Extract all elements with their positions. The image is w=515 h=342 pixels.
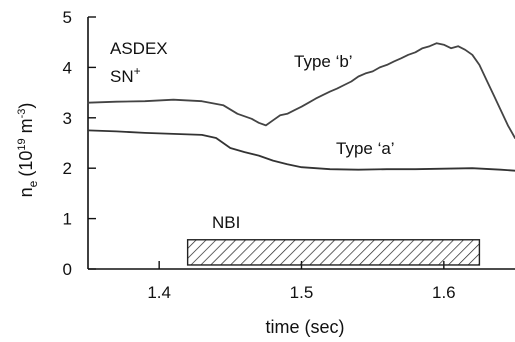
plot-area: 0 1 2 3 4 5 1.4 1.5 1.6 (63, 8, 515, 302)
y-axis-title: ne (1019 m-3) (16, 103, 40, 198)
config-label-sup: + (134, 64, 141, 78)
type-b-label: Type ‘b’ (294, 52, 353, 71)
y-axis-unit-exp2: -3 (16, 109, 28, 119)
y-axis-unit-mid: m (16, 118, 36, 138)
x-tick-label: 1.4 (147, 283, 171, 302)
type-a-label: Type ‘a’ (336, 139, 395, 158)
y-tick-label: 0 (63, 260, 72, 279)
y-axis-unit-close: ) (16, 103, 36, 109)
y-axis-symbol: n (16, 187, 36, 197)
x-tick-label: 1.5 (290, 283, 314, 302)
y-axis-unit-exp: 19 (16, 138, 28, 150)
config-label-main: SN (110, 67, 134, 86)
type-a-line (87, 129, 515, 172)
y-tick-label: 3 (63, 109, 72, 128)
y-tick-label: 2 (63, 159, 72, 178)
x-axis-title: time (sec) (265, 317, 344, 337)
type-b-line (87, 42, 515, 139)
config-label: SN+ (110, 64, 141, 86)
y-tick-label: 4 (63, 58, 72, 77)
device-label: ASDEX (110, 39, 168, 58)
nbi-bar (186, 239, 481, 266)
y-tick-label: 5 (63, 8, 72, 27)
y-axis-unit-open: (10 (16, 151, 36, 177)
y-tick-label: 1 (63, 210, 72, 229)
nbi-label: NBI (212, 213, 240, 232)
y-axis-subscript: e (26, 180, 40, 187)
x-tick-label: 1.6 (432, 283, 456, 302)
